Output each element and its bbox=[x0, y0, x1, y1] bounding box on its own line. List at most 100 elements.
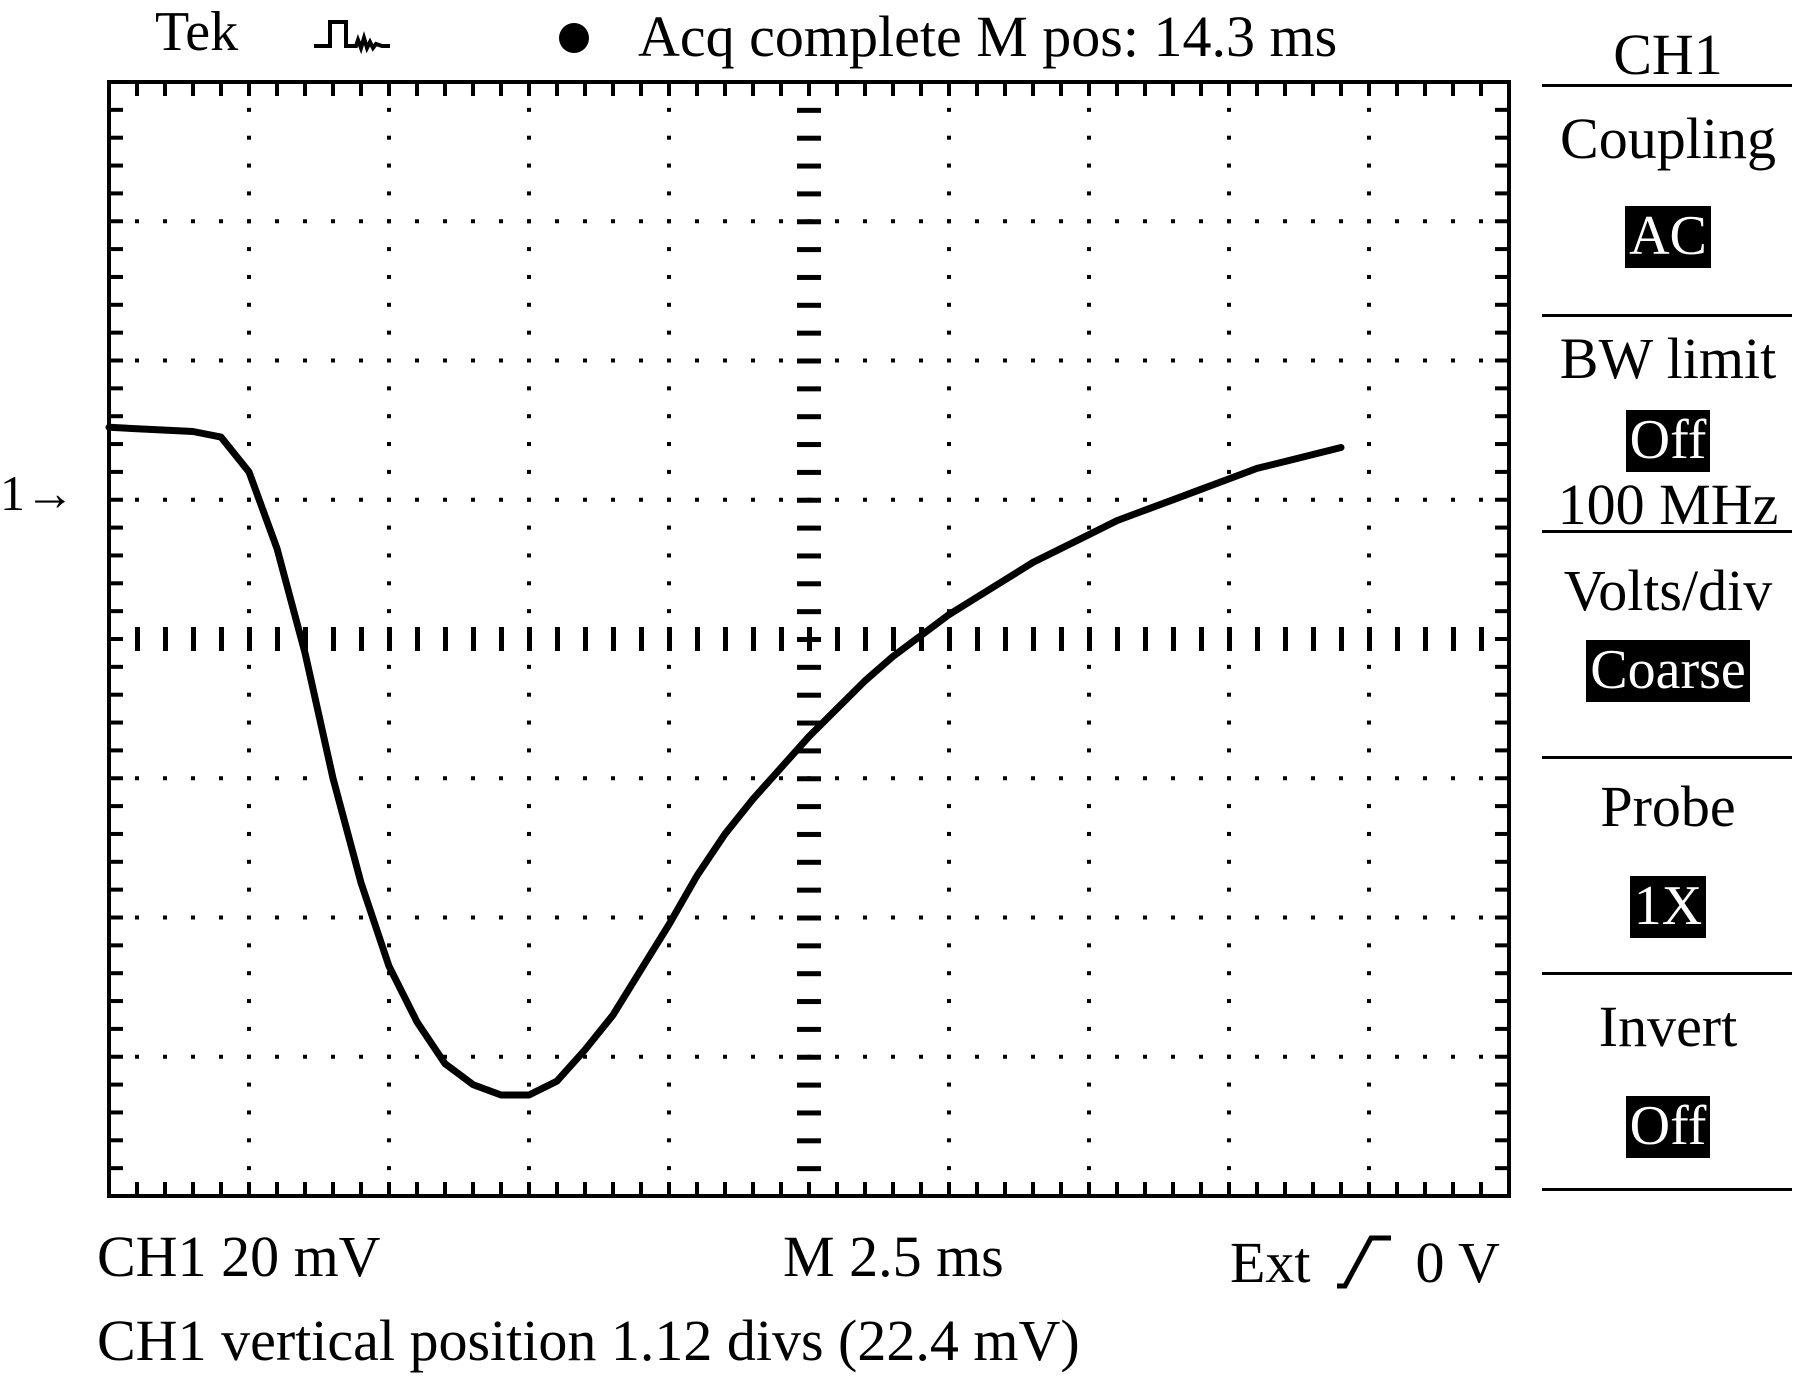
grid-dot bbox=[1087, 999, 1091, 1004]
center-axis-tick bbox=[797, 999, 821, 1005]
probe-value: 1X bbox=[1540, 875, 1796, 938]
grid-dot bbox=[387, 358, 391, 363]
grid-dot bbox=[1227, 358, 1231, 363]
center-axis-tick bbox=[797, 525, 821, 531]
grid-dot bbox=[1143, 219, 1147, 224]
border-tick bbox=[415, 1182, 419, 1196]
grid-dot bbox=[1087, 1166, 1091, 1171]
border-tick bbox=[109, 191, 123, 196]
grid-dot bbox=[947, 525, 951, 530]
border-tick bbox=[359, 82, 363, 96]
grid-dot bbox=[779, 915, 783, 920]
grid-dot bbox=[387, 943, 391, 948]
grid-dot bbox=[331, 1054, 335, 1059]
grid-dot bbox=[1283, 915, 1287, 920]
border-tick bbox=[109, 107, 123, 112]
center-axis-tick bbox=[797, 943, 821, 949]
grid-dot bbox=[1087, 386, 1091, 391]
grid-dot bbox=[387, 247, 391, 252]
grid-dot bbox=[751, 776, 755, 781]
pulse-trigger-icon bbox=[314, 20, 390, 55]
border-tick bbox=[1423, 82, 1427, 96]
border-tick bbox=[527, 1182, 531, 1196]
grid-dot bbox=[275, 915, 279, 920]
border-tick bbox=[667, 82, 671, 96]
grid-dot bbox=[387, 1166, 391, 1171]
grid-dot bbox=[1031, 219, 1035, 224]
center-axis-tick bbox=[639, 627, 644, 651]
border-tick bbox=[1003, 1182, 1007, 1196]
grid-dot bbox=[1003, 915, 1007, 920]
grid-dot bbox=[331, 915, 335, 920]
grid-dot bbox=[247, 859, 251, 864]
grid-dot bbox=[527, 135, 531, 140]
border-tick bbox=[1495, 1110, 1509, 1115]
grid-dot bbox=[247, 943, 251, 948]
border-tick bbox=[611, 82, 615, 96]
border-tick bbox=[415, 82, 419, 96]
grid-dot bbox=[1227, 553, 1231, 558]
border-tick bbox=[303, 82, 307, 96]
border-tick bbox=[1031, 1182, 1035, 1196]
grid-dot bbox=[527, 1082, 531, 1087]
grid-dot bbox=[471, 1054, 475, 1059]
grid-dot bbox=[1087, 831, 1091, 836]
center-axis-tick bbox=[797, 302, 821, 308]
grid-dot bbox=[835, 497, 839, 502]
border-tick bbox=[1143, 1182, 1147, 1196]
grid-dot bbox=[667, 1110, 671, 1115]
border-tick bbox=[1495, 748, 1509, 753]
grid-dot bbox=[527, 219, 531, 224]
border-tick bbox=[1495, 330, 1509, 335]
center-axis-tick bbox=[797, 107, 821, 113]
grid-dot bbox=[639, 497, 643, 502]
grid-dot bbox=[947, 664, 951, 669]
grid-dot bbox=[1451, 1054, 1455, 1059]
grid-dot bbox=[1367, 469, 1371, 474]
center-axis-tick bbox=[975, 627, 980, 651]
menu-divider bbox=[1542, 756, 1792, 759]
center-axis-tick bbox=[797, 497, 821, 503]
border-tick bbox=[1495, 358, 1509, 363]
grid-dot bbox=[247, 692, 251, 697]
grid-dot bbox=[527, 1166, 531, 1171]
center-axis-tick bbox=[797, 748, 821, 754]
grid-dot bbox=[1367, 358, 1371, 363]
border-tick bbox=[1143, 82, 1147, 96]
grid-dot bbox=[1227, 748, 1231, 753]
grid-dot bbox=[1227, 330, 1231, 335]
grid-dot bbox=[1367, 302, 1371, 307]
grid-dot bbox=[1227, 581, 1231, 586]
grid-dot bbox=[499, 219, 503, 224]
center-axis-tick bbox=[797, 1026, 821, 1032]
border-tick bbox=[723, 1182, 727, 1196]
border-tick bbox=[109, 859, 123, 864]
grid-dot bbox=[779, 358, 783, 363]
center-axis-tick bbox=[797, 776, 821, 782]
grid-dot bbox=[219, 219, 223, 224]
border-tick bbox=[611, 1182, 615, 1196]
grid-dot bbox=[1171, 358, 1175, 363]
coupling-value: AC bbox=[1540, 205, 1796, 268]
grid-dot bbox=[1003, 1054, 1007, 1059]
bw-limit-label: BW limit bbox=[1559, 326, 1777, 391]
border-tick bbox=[219, 1182, 223, 1196]
border-tick bbox=[1339, 1182, 1343, 1196]
border-tick bbox=[863, 1182, 867, 1196]
border-tick bbox=[583, 1182, 587, 1196]
center-axis-tick bbox=[797, 804, 821, 810]
grid-dot bbox=[1087, 497, 1091, 502]
grid-dot bbox=[667, 469, 671, 474]
grid-dot bbox=[1367, 386, 1371, 391]
grid-dot bbox=[1339, 915, 1343, 920]
grid-dot bbox=[1003, 776, 1007, 781]
grid-dot bbox=[863, 915, 867, 920]
grid-dot bbox=[163, 915, 167, 920]
center-axis-tick bbox=[797, 274, 821, 280]
border-tick bbox=[695, 1182, 699, 1196]
border-tick bbox=[1367, 1182, 1371, 1196]
grid-dot bbox=[1479, 1054, 1483, 1059]
grid-dot bbox=[1367, 887, 1371, 892]
grid-dot bbox=[695, 358, 699, 363]
grid-dot bbox=[835, 219, 839, 224]
